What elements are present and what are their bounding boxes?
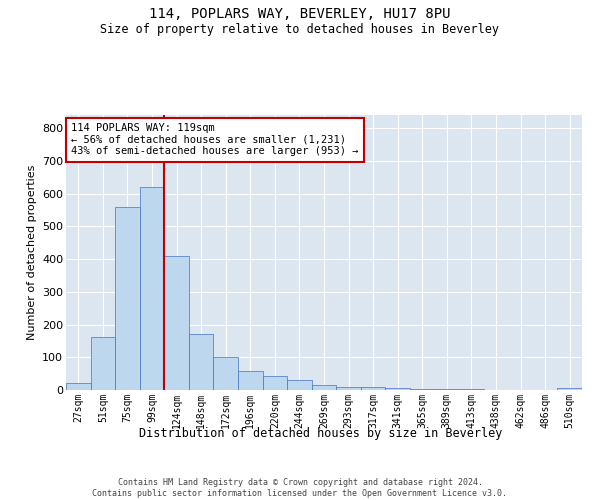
Bar xyxy=(189,334,214,390)
Bar xyxy=(557,388,582,390)
Bar xyxy=(287,380,312,390)
Bar xyxy=(238,372,263,390)
Text: Size of property relative to detached houses in Beverley: Size of property relative to detached ho… xyxy=(101,22,499,36)
Bar xyxy=(66,384,91,390)
Bar xyxy=(214,356,238,390)
Y-axis label: Number of detached properties: Number of detached properties xyxy=(26,165,37,340)
Bar xyxy=(361,388,385,390)
Bar xyxy=(385,388,410,390)
Bar xyxy=(410,389,434,390)
Bar xyxy=(434,389,459,390)
Text: 114, POPLARS WAY, BEVERLEY, HU17 8PU: 114, POPLARS WAY, BEVERLEY, HU17 8PU xyxy=(149,8,451,22)
Bar xyxy=(164,256,189,390)
Text: Contains HM Land Registry data © Crown copyright and database right 2024.
Contai: Contains HM Land Registry data © Crown c… xyxy=(92,478,508,498)
Bar xyxy=(140,188,164,390)
Text: 114 POPLARS WAY: 119sqm
← 56% of detached houses are smaller (1,231)
43% of semi: 114 POPLARS WAY: 119sqm ← 56% of detache… xyxy=(71,123,359,156)
Bar xyxy=(336,387,361,390)
Bar xyxy=(263,376,287,390)
Bar xyxy=(115,206,140,390)
Bar xyxy=(312,385,336,390)
Bar xyxy=(91,337,115,390)
Text: Distribution of detached houses by size in Beverley: Distribution of detached houses by size … xyxy=(139,428,503,440)
